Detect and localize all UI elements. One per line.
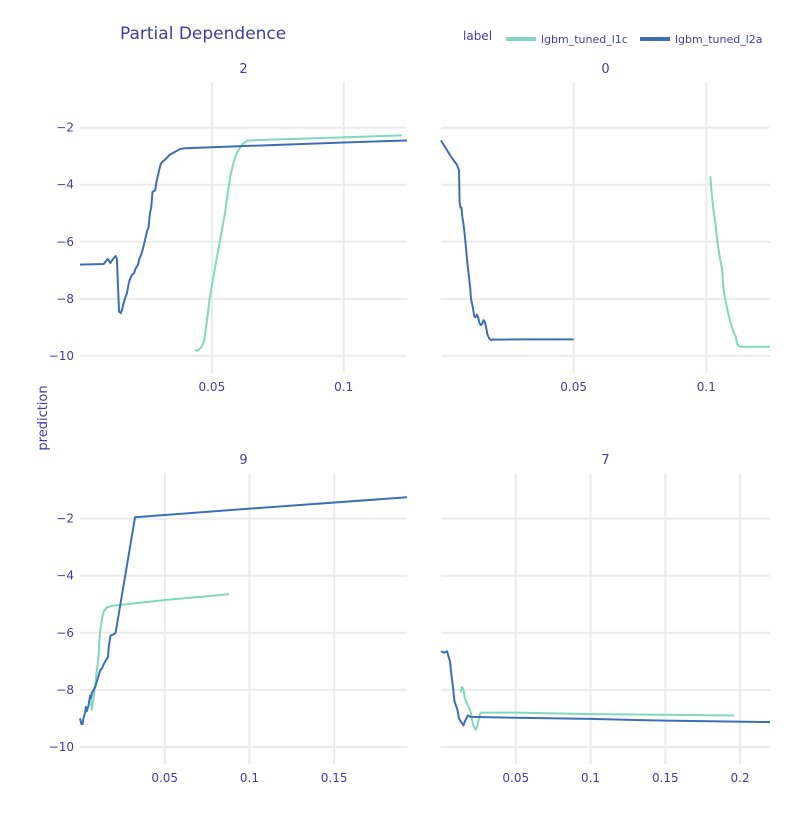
- y-tick-label: −10: [49, 740, 74, 754]
- subplot-0: 0 0.05 0.1: [440, 62, 770, 394]
- x-tick-label: 0.15: [652, 771, 679, 785]
- x-tick-label: 0.1: [240, 771, 259, 785]
- y-tick-label: −2: [56, 121, 74, 135]
- x-tick-label: 0.1: [581, 771, 600, 785]
- legend: label lgbm_tuned_l1c lgbm_tuned_l2a: [463, 29, 763, 46]
- legend-entry-lgbm-tuned-l1c[interactable]: lgbm_tuned_l1c: [506, 33, 628, 46]
- x-tick-label: 0.05: [151, 771, 178, 785]
- series-line-lgbm-tuned-l1c[interactable]: [194, 134, 402, 352]
- y-tick-label: −6: [56, 235, 74, 249]
- legend-title: label: [463, 29, 492, 43]
- series-line-lgbm-tuned-l1c[interactable]: [89, 593, 230, 711]
- series-line-lgbm-tuned-l1c[interactable]: [709, 176, 770, 348]
- subplot-grid: 2 −2 −4 −6 −8 −10 0.05 0.1 0 0.05 0.1 9 −2 −4 −6 −8 −10 0…: [49, 62, 771, 785]
- subplot-title: 9: [239, 453, 247, 468]
- y-axis-label: prediction: [36, 385, 51, 450]
- x-tick-label: 0.05: [502, 771, 529, 785]
- y-tick-label: −10: [49, 349, 74, 363]
- y-tick-label: −6: [56, 626, 74, 640]
- y-tick-label: −8: [56, 292, 74, 306]
- subplot-9: 9 −2 −4 −6 −8 −10 0.05 0.1 0.15: [49, 453, 408, 785]
- subplot-2: 2 −2 −4 −6 −8 −10 0.05 0.1: [49, 62, 408, 394]
- series-line-lgbm-tuned-l2a[interactable]: [440, 139, 574, 342]
- legend-label-lgbm-tuned-l1c: lgbm_tuned_l1c: [541, 33, 628, 46]
- x-tick-label: 0.15: [321, 771, 348, 785]
- chart-title: Partial Dependence: [120, 24, 286, 44]
- legend-label-lgbm-tuned-l2a: lgbm_tuned_l2a: [675, 33, 763, 46]
- series-line-lgbm-tuned-l2a[interactable]: [79, 496, 408, 726]
- y-tick-label: −4: [56, 178, 74, 192]
- subplot-title: 7: [601, 453, 609, 468]
- subplot-title: 2: [239, 62, 247, 77]
- subplot-7: 7 0.05 0.1 0.15 0.2: [440, 453, 771, 785]
- y-tick-label: −4: [56, 569, 74, 583]
- series-line-lgbm-tuned-l1c[interactable]: [459, 685, 735, 731]
- x-tick-label: 0.05: [198, 380, 225, 394]
- y-tick-label: −8: [56, 683, 74, 697]
- subplot-title: 0: [601, 62, 609, 77]
- x-tick-label: 0.2: [731, 771, 750, 785]
- legend-entry-lgbm-tuned-l2a[interactable]: lgbm_tuned_l2a: [640, 33, 763, 46]
- x-tick-label: 0.05: [560, 380, 587, 394]
- x-tick-label: 0.1: [334, 380, 353, 394]
- series-line-lgbm-tuned-l2a[interactable]: [79, 139, 408, 315]
- x-tick-label: 0.1: [697, 380, 716, 394]
- y-tick-label: −2: [56, 512, 74, 526]
- series-line-lgbm-tuned-l2a[interactable]: [440, 650, 771, 727]
